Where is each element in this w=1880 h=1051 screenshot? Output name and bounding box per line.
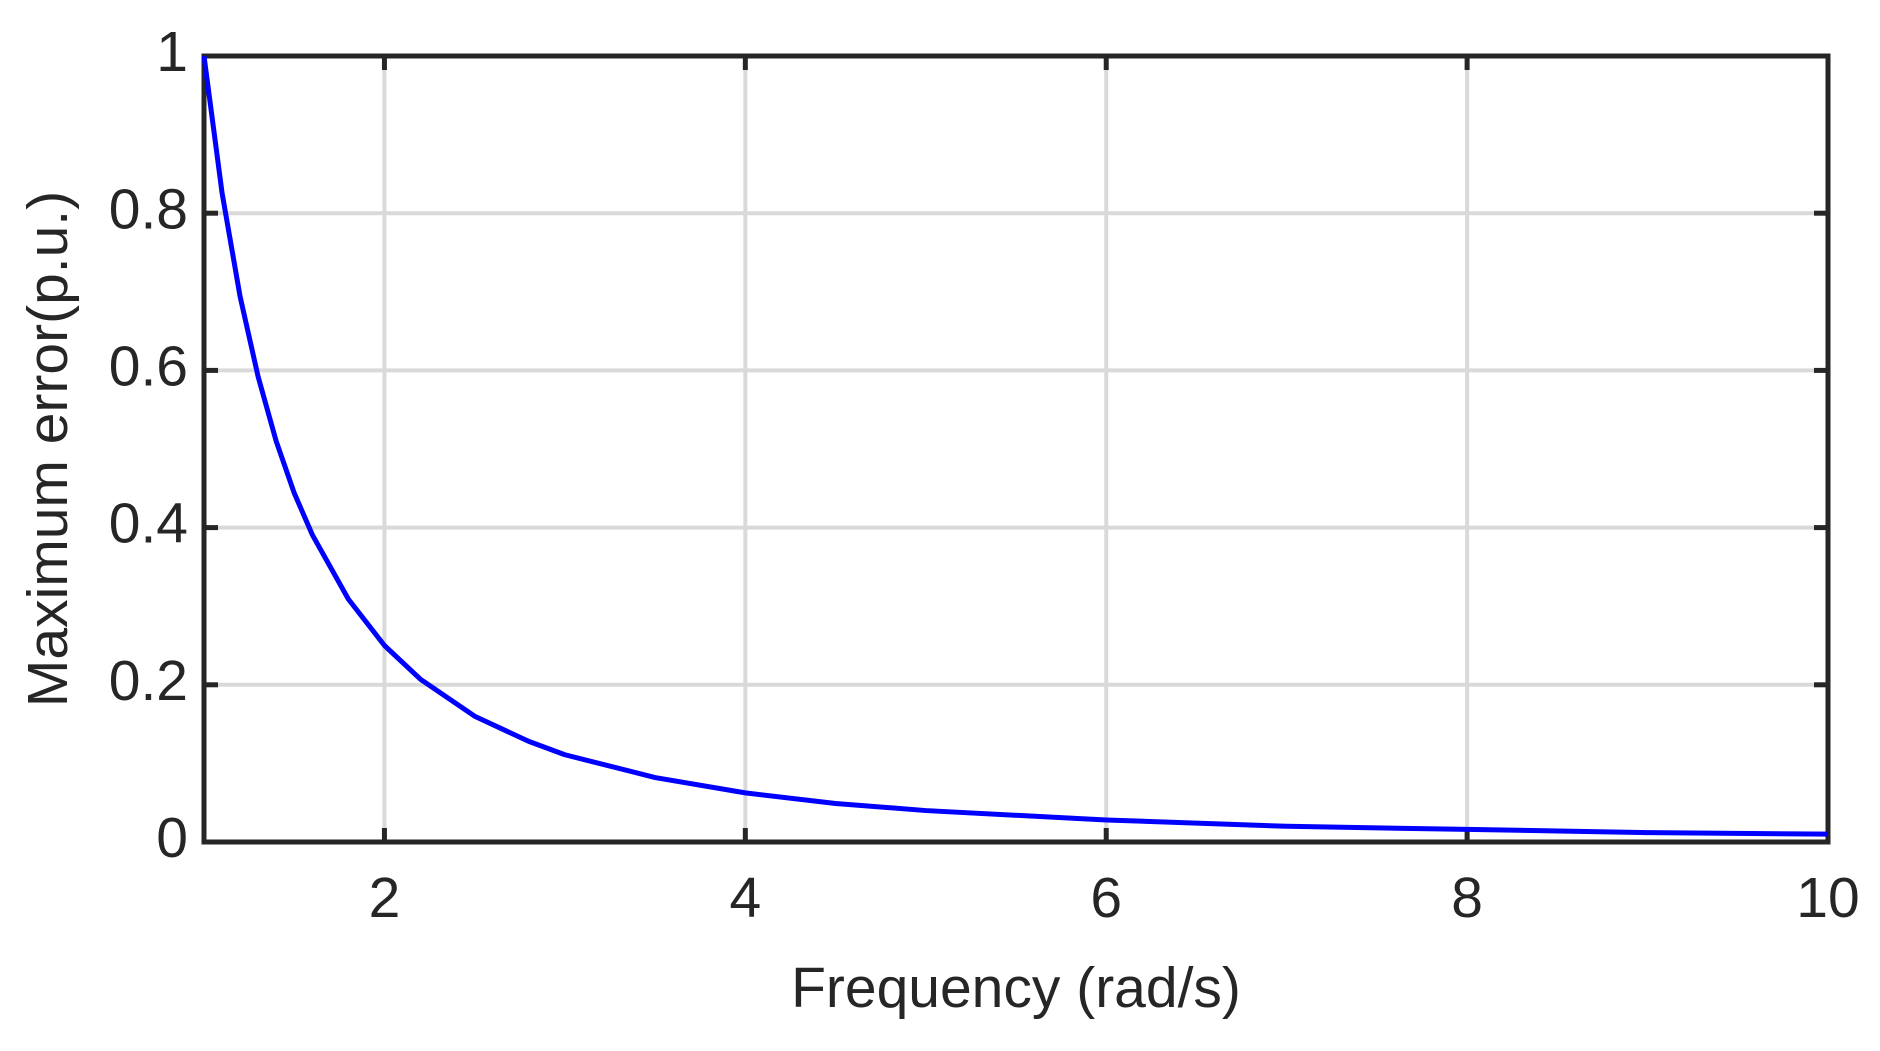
y-tick-label: 1 — [156, 20, 188, 84]
x-axis-label: Frequency (rad/s) — [791, 956, 1241, 1020]
plot-frame — [201, 53, 1831, 845]
y-axis-label: Maximum error(p.u.) — [16, 191, 80, 707]
x-tick-label: 10 — [1796, 866, 1859, 930]
y-tick-label: 0.6 — [109, 334, 188, 398]
data-line — [201, 55, 1829, 837]
x-tick-label: 4 — [729, 866, 761, 930]
y-tick-label: 0 — [156, 806, 188, 870]
x-tick-label: 8 — [1451, 866, 1483, 930]
y-tick-label: 0.2 — [109, 649, 188, 713]
x-tick-label: 6 — [1090, 866, 1122, 930]
y-tick-label: 0.8 — [109, 177, 188, 241]
x-tick-label: 2 — [369, 866, 401, 930]
y-tick-label: 0.4 — [109, 492, 188, 556]
